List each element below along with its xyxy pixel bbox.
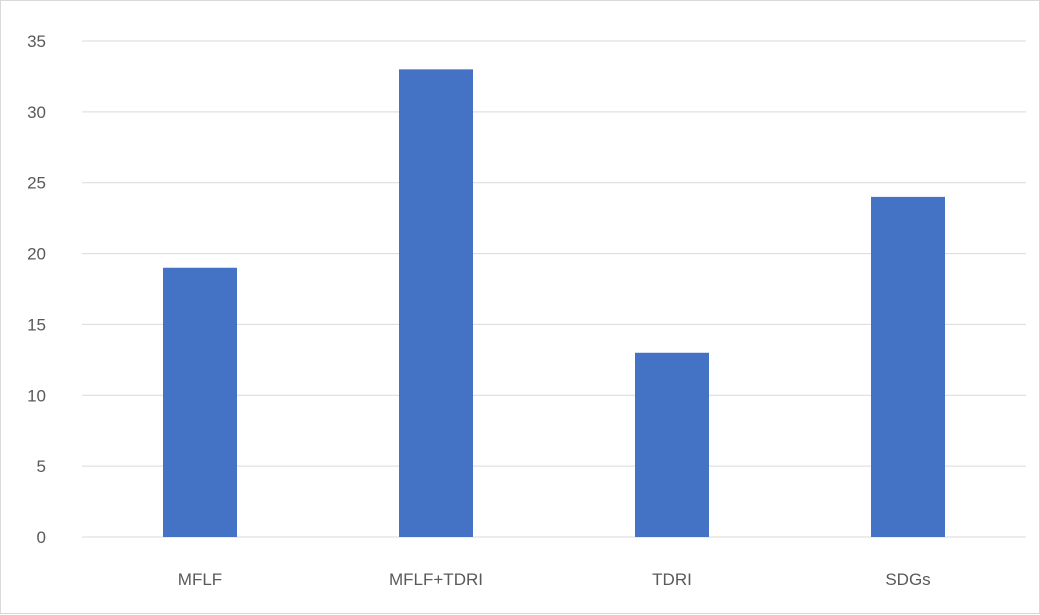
bar-mflf-tdri <box>399 69 473 537</box>
bar-sdgs <box>871 196 945 537</box>
y-axis-tick-labels: 0 5 10 15 20 25 30 35 <box>27 32 46 547</box>
y-tick-label: 15 <box>27 315 46 334</box>
bars <box>163 69 945 537</box>
y-tick-label: 0 <box>37 528 46 547</box>
x-tick-label: MFLF+TDRI <box>389 570 483 589</box>
bar-tdri <box>635 352 709 537</box>
y-tick-label: 5 <box>37 457 46 476</box>
y-tick-label: 30 <box>27 103 46 122</box>
x-tick-label: MFLF <box>178 570 222 589</box>
y-tick-label: 10 <box>27 386 46 405</box>
y-tick-label: 35 <box>27 32 46 51</box>
y-tick-label: 25 <box>27 174 46 193</box>
gridlines <box>82 40 1026 538</box>
x-axis-tick-labels: MFLF MFLF+TDRI TDRI SDGs <box>178 570 931 589</box>
x-tick-label: TDRI <box>652 570 692 589</box>
bar-mflf <box>163 267 237 537</box>
y-tick-label: 20 <box>27 245 46 264</box>
x-tick-label: SDGs <box>885 570 930 589</box>
